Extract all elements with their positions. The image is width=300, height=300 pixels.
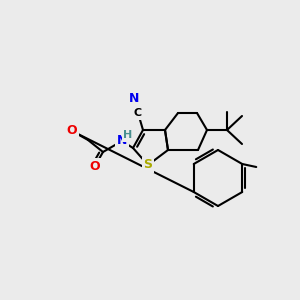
- Text: C: C: [134, 108, 142, 118]
- Text: O: O: [90, 160, 100, 172]
- Text: S: S: [143, 158, 152, 172]
- Text: H: H: [123, 130, 133, 140]
- Text: O: O: [67, 124, 77, 137]
- Text: N: N: [129, 92, 139, 106]
- Text: N: N: [117, 134, 127, 148]
